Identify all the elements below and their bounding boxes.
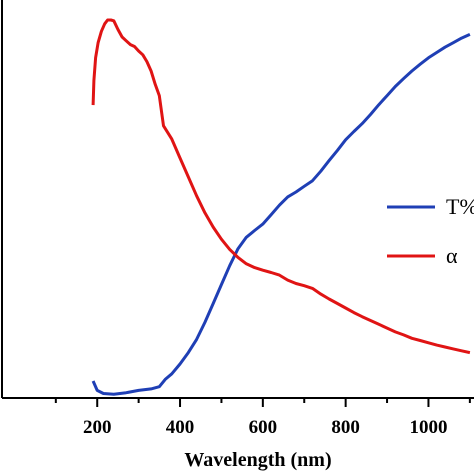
x-tick-label: 400 [166,417,195,438]
legend: T% α [387,194,474,268]
x-tick-label: 600 [249,417,278,438]
x-tick-label: 1000 [409,417,447,438]
legend-label-alpha: α [446,243,458,268]
series-layer [91,18,471,396]
x-axis-title: Wavelength (nm) [184,449,331,471]
x-tick-label: 200 [83,417,112,438]
plot-area: 200 400 600 800 1000 [1,0,474,438]
series-line-t-percent [91,33,471,396]
series-line-alpha [91,18,471,355]
x-tick-label: 800 [331,417,360,438]
x-ticks: 200 400 600 800 1000 [54,398,471,438]
legend-label-t-percent: T% [446,194,474,219]
